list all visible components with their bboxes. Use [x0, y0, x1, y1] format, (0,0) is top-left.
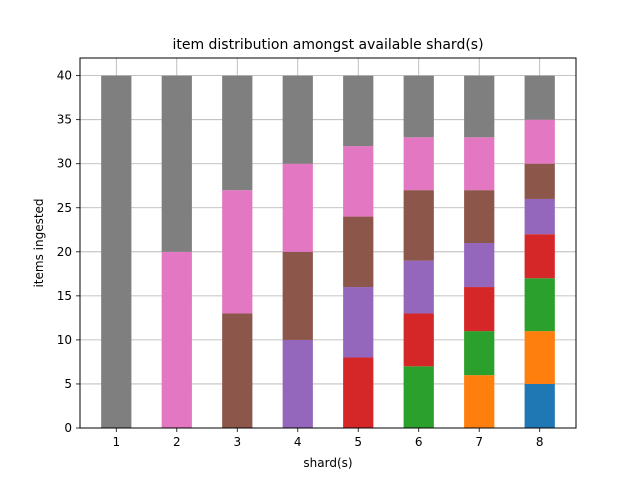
bar-segment: [524, 383, 555, 428]
bar-segment: [282, 75, 313, 164]
x-tick-label: 8: [536, 435, 544, 449]
bar-segment: [524, 331, 555, 384]
bar-segment: [343, 146, 374, 217]
bar-segment: [403, 75, 434, 138]
bar-segment: [524, 119, 555, 164]
x-tick-label: 3: [233, 435, 241, 449]
x-tick-label: 6: [415, 435, 423, 449]
y-tick-label: 35: [57, 113, 72, 127]
plot-frame: [79, 57, 577, 429]
bar-segment: [343, 287, 374, 358]
bar-segment: [222, 75, 253, 191]
bar-segment: [524, 75, 555, 120]
bar-segment: [464, 137, 495, 191]
bar-segment: [524, 234, 555, 279]
bar-segment: [464, 243, 495, 288]
x-axis-label: shard(s): [303, 456, 352, 470]
y-tick-label: 40: [57, 69, 72, 83]
bar-segment: [403, 260, 434, 314]
x-tick-label: 7: [475, 435, 483, 449]
bar-segment: [403, 366, 434, 428]
bar-segment: [403, 137, 434, 191]
y-tick-label: 10: [57, 333, 72, 347]
y-tick-label: 30: [57, 157, 72, 171]
x-tick-label: 5: [354, 435, 362, 449]
chart-title: item distribution amongst available shar…: [172, 37, 483, 53]
bar-segment: [524, 198, 555, 235]
bar-segment: [282, 339, 313, 428]
y-axis-ticks: 0 5 10 15 20 25 30 35 40: [57, 69, 80, 435]
bar-segment: [343, 357, 374, 428]
bar-segment: [464, 375, 495, 428]
bar-segment: [222, 190, 253, 314]
bar-segment: [524, 278, 555, 332]
bar-segment: [464, 331, 495, 376]
y-tick-label: 5: [64, 377, 72, 391]
x-tick-label: 2: [173, 435, 181, 449]
y-tick-label: 0: [64, 421, 72, 435]
y-tick-label: 15: [57, 289, 72, 303]
bar-segment: [282, 251, 313, 340]
bar-segment: [222, 313, 253, 428]
x-axis-ticks: 1 2 3 4 5 6 7 8: [112, 428, 544, 449]
bar-segment: [464, 190, 495, 243]
x-tick-label: 4: [294, 435, 302, 449]
bar-segment: [161, 251, 192, 428]
bar-segment: [464, 75, 495, 138]
y-tick-label: 25: [57, 201, 72, 215]
bar-segment: [343, 216, 374, 288]
bar-segment: [282, 163, 313, 252]
bar-segment: [101, 75, 132, 428]
bar-segment: [464, 287, 495, 332]
bar-segment: [403, 313, 434, 367]
bars: [101, 75, 555, 428]
bar-segment: [343, 75, 374, 147]
grid: [80, 58, 576, 429]
y-tick-label: 20: [57, 245, 72, 259]
x-tick-label: 1: [112, 435, 120, 449]
y-axis-label: items ingested: [32, 198, 46, 287]
bar-segment: [161, 75, 192, 252]
bar-segment: [524, 163, 555, 199]
bar-segment: [403, 190, 434, 261]
